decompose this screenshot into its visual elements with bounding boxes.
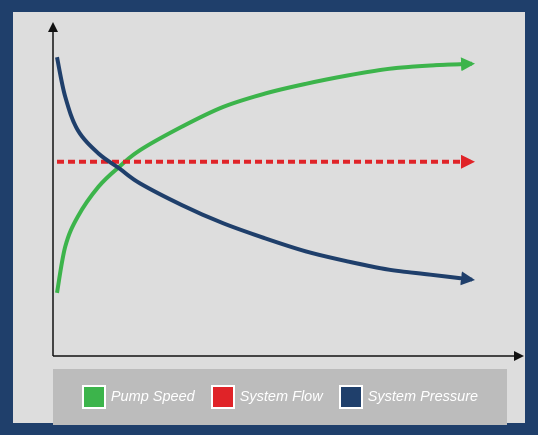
chart-panel (13, 12, 525, 423)
series-line-system-pressure (55, 56, 475, 286)
series-line-pump-speed (55, 57, 475, 294)
legend-swatch-system-pressure (338, 385, 363, 409)
legend-label-system-flow: System Flow (239, 389, 323, 405)
legend-item-pump-speed: Pump Speed (81, 385, 195, 409)
legend-swatch-system-flow (210, 385, 235, 409)
legend-label-system-pressure: System Pressure (367, 389, 479, 405)
series-layer (55, 56, 475, 294)
legend-item-system-pressure: System Pressure (338, 385, 479, 409)
legend: Pump Speed System Flow System Pressure (53, 369, 507, 425)
legend-item-system-flow: System Flow (210, 385, 323, 409)
legend-label-pump-speed: Pump Speed (110, 389, 195, 405)
legend-swatch-pump-speed (81, 385, 106, 409)
